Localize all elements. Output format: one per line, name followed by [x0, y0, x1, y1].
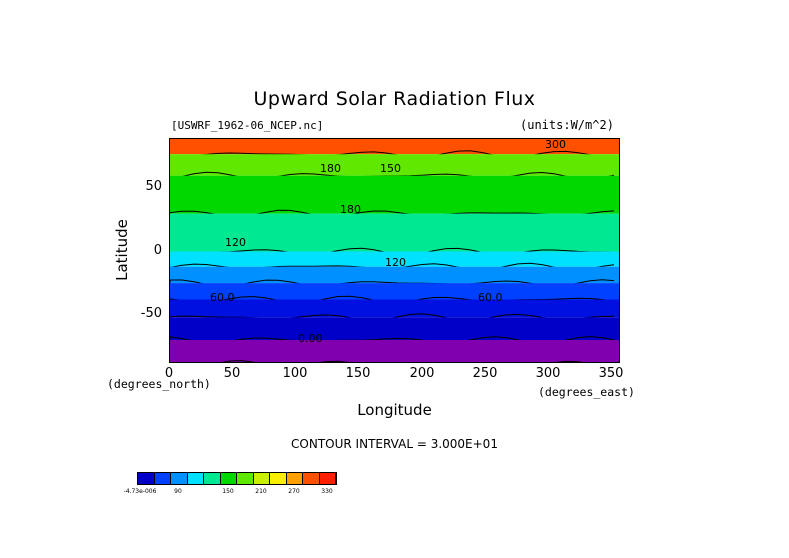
- contour-interval-label: CONTOUR INTERVAL = 3.000E+01: [291, 437, 498, 451]
- heatmap-band: [170, 283, 619, 300]
- contour-value-label: 0.00: [298, 332, 323, 345]
- contour-value-label: 150: [380, 162, 401, 175]
- colorbar-swatch: [270, 473, 287, 484]
- colorbar-swatch: [154, 473, 171, 484]
- heatmap-band: [170, 340, 619, 362]
- colorbar-swatch: [319, 473, 336, 484]
- y-tick-label: 0: [153, 243, 162, 258]
- chart-title: Upward Solar Radiation Flux: [253, 88, 536, 110]
- colorbar-label: 150: [222, 488, 234, 495]
- heatmap-band: [170, 175, 619, 214]
- colorbar-label: 330: [321, 488, 333, 495]
- x-tick-label: 50: [223, 366, 241, 381]
- file-label: [USWRF_1962-06_NCEP.nc]: [171, 119, 324, 132]
- x-axis-label: Longitude: [357, 401, 432, 419]
- colorbar-swatch: [303, 473, 320, 484]
- colorbar-swatch: [237, 473, 254, 484]
- x-tick-label: 300: [535, 366, 561, 381]
- contour-value-label: 60.0: [210, 291, 235, 304]
- x-tick-label: 150: [345, 366, 371, 381]
- colorbar-swatch: [138, 473, 155, 484]
- heatmap-band: [170, 154, 619, 176]
- heatmap-band: [170, 251, 619, 267]
- y-unit-label: (degrees_north): [107, 377, 211, 391]
- x-tick-label: 350: [598, 366, 624, 381]
- heatmap-band: [170, 266, 619, 284]
- colorbar-label: 90: [174, 488, 182, 495]
- x-tick-label: 100: [282, 366, 308, 381]
- colorbar-label: 270: [288, 488, 300, 495]
- colorbar-swatch: [253, 473, 270, 484]
- colorbar-label: 210: [255, 488, 267, 495]
- heatmap-band: [170, 213, 619, 252]
- heatmap-band: [170, 317, 619, 340]
- heatmap-svg: 300 180 150 180 120 120 60.0 60.0 0.00: [170, 139, 619, 362]
- contour-value-label: 300: [545, 139, 566, 151]
- contour-value-label: 180: [320, 162, 341, 175]
- contour-line: [221, 360, 584, 362]
- colorbar: [137, 472, 337, 485]
- colorbar-label: -4.73e-006: [123, 488, 157, 495]
- units-label: (units:W/m^2): [520, 118, 614, 132]
- contour-value-label: 120: [225, 236, 246, 249]
- contour-value-label: 120: [385, 256, 406, 269]
- x-tick-label: 250: [472, 366, 498, 381]
- colorbar-swatch: [171, 473, 188, 484]
- x-tick-label: 0: [164, 366, 174, 381]
- heatmap-plot-area: 300 180 150 180 120 120 60.0 60.0 0.00: [169, 138, 620, 363]
- y-tick-label: -50: [140, 306, 162, 321]
- x-tick-label: 200: [409, 366, 435, 381]
- colorbar-swatch: [187, 473, 204, 484]
- contour-value-label: 180: [340, 203, 361, 216]
- x-unit-label: (degrees_east): [538, 385, 635, 399]
- contour-value-label: 60.0: [478, 291, 503, 304]
- heatmap-band: [170, 139, 619, 155]
- colorbar-swatch: [286, 473, 303, 484]
- y-tick-label: 50: [145, 179, 162, 194]
- colorbar-swatch: [204, 473, 221, 484]
- heatmap-band: [170, 299, 619, 318]
- colorbar-swatch: [220, 473, 237, 484]
- contour-line: [170, 150, 615, 158]
